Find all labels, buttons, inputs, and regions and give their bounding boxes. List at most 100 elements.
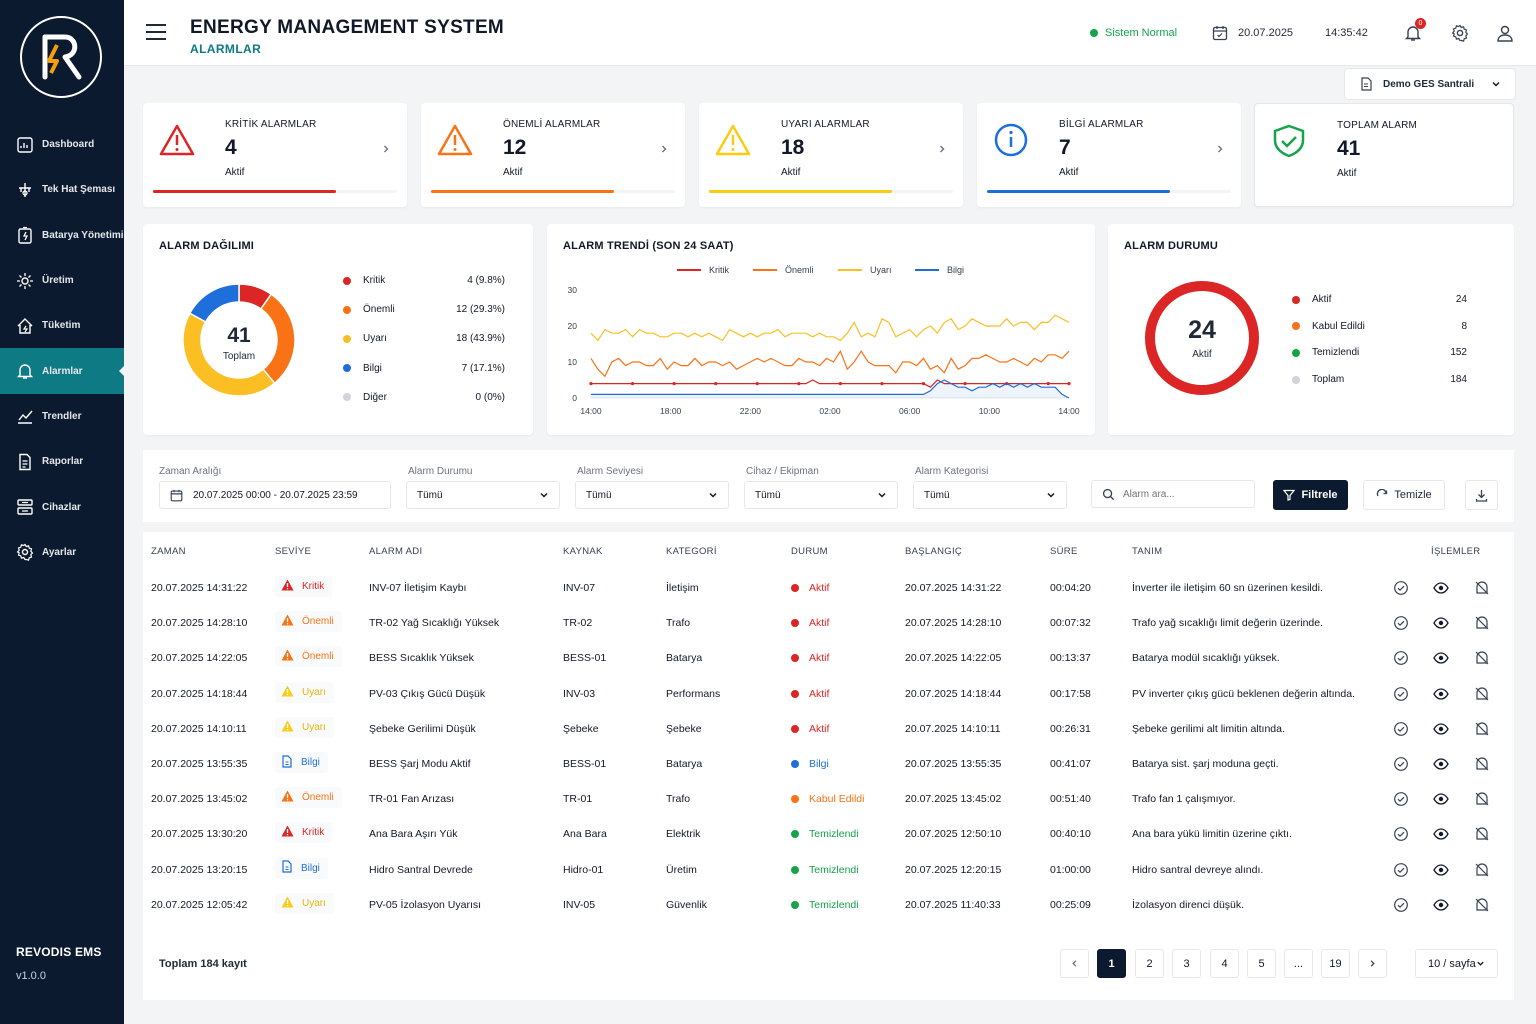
user-profile-button[interactable] — [1494, 22, 1516, 44]
brand-logo[interactable] — [20, 16, 102, 98]
clear-alarm-icon[interactable] — [1474, 650, 1490, 666]
level-filter-select[interactable]: Tümü — [575, 481, 729, 509]
page-button[interactable]: 2 — [1135, 949, 1164, 978]
clear-alarm-icon[interactable] — [1474, 686, 1490, 702]
status-legend-item: Kabul Edildi 8 — [1292, 321, 1467, 332]
kpi-critical-card[interactable]: KRİTİK ALARMLAR 4 Aktif — [143, 103, 407, 207]
status-filter-select[interactable]: Tümü — [406, 481, 560, 509]
sidebar-item-2[interactable]: Tek Hat Şeması — [0, 167, 124, 212]
sidebar-item-8[interactable]: Raporlar — [0, 439, 124, 484]
clear-alarm-icon[interactable] — [1474, 826, 1490, 842]
kpi-important-card[interactable]: ÖNEMLİ ALARMLAR 12 Aktif — [421, 103, 685, 207]
acknowledge-check-icon[interactable] — [1393, 721, 1409, 737]
column-header[interactable]: İŞLEMLER — [1431, 546, 1481, 557]
table-row[interactable]: 20.07.2025 14:28:10 Önemli TR-02 Yağ Sıcak… — [143, 606, 1514, 641]
kpi-warning-card[interactable]: UYARI ALARMLAR 18 Aktif — [699, 103, 963, 207]
hamburger-menu-icon[interactable] — [146, 24, 166, 40]
cell-duration: 00:17:58 — [1050, 687, 1091, 700]
acknowledge-check-icon[interactable] — [1393, 686, 1409, 702]
clear-alarm-icon[interactable] — [1474, 721, 1490, 737]
table-row[interactable]: 20.07.2025 13:45:02 Önemli TR-01 Fan Arıza… — [143, 782, 1514, 817]
table-row[interactable]: 20.07.2025 14:18:44 Uyarı PV-03 Çıkış Gücü… — [143, 677, 1514, 712]
view-eye-icon[interactable] — [1433, 686, 1449, 702]
page-button[interactable]: 4 — [1210, 949, 1239, 978]
table-row[interactable]: 20.07.2025 14:10:11 Uyarı Şebeke Gerilimi … — [143, 712, 1514, 747]
acknowledge-check-icon[interactable] — [1393, 862, 1409, 878]
table-row[interactable]: 20.07.2025 13:30:20 Kritik Ana Bara Aşırı … — [143, 817, 1514, 852]
column-header[interactable]: ALARM ADI — [369, 546, 423, 557]
view-eye-icon[interactable] — [1433, 862, 1449, 878]
device-filter-select[interactable]: Tümü — [744, 481, 898, 509]
sidebar-item-6[interactable]: Alarmlar — [0, 348, 125, 394]
date-range-input[interactable]: 20.07.2025 00:00 - 20.07.2025 23:59 — [159, 481, 391, 509]
column-header[interactable]: DURUM — [791, 546, 828, 557]
column-header[interactable]: KAYNAK — [563, 546, 603, 557]
page-button[interactable]: 3 — [1172, 949, 1201, 978]
table-row[interactable]: 20.07.2025 14:31:22 Kritik INV-07 İletişim… — [143, 571, 1514, 606]
acknowledge-check-icon[interactable] — [1393, 897, 1409, 913]
view-eye-icon[interactable] — [1433, 650, 1449, 666]
page-button[interactable]: 1 — [1097, 949, 1126, 978]
page-button[interactable]: 5 — [1247, 949, 1276, 978]
prev-page-button[interactable] — [1060, 949, 1089, 978]
clear-alarm-icon[interactable] — [1474, 615, 1490, 631]
column-header[interactable]: BAŞLANGIÇ — [905, 546, 963, 557]
sidebar-item-9[interactable]: Cihazlar — [0, 484, 124, 529]
settings-button[interactable] — [1449, 22, 1471, 44]
acknowledge-check-icon[interactable] — [1393, 615, 1409, 631]
clear-alarm-icon[interactable] — [1474, 580, 1490, 596]
series-point-kritik — [755, 382, 759, 386]
column-header[interactable]: SÜRE — [1050, 546, 1078, 557]
acknowledge-check-icon[interactable] — [1393, 580, 1409, 596]
acknowledge-check-icon[interactable] — [1393, 826, 1409, 842]
acknowledge-check-icon[interactable] — [1393, 791, 1409, 807]
view-eye-icon[interactable] — [1433, 826, 1449, 842]
download-button[interactable] — [1465, 480, 1498, 510]
category-filter-select[interactable]: Tümü — [913, 481, 1067, 509]
sidebar-item-5[interactable]: Tüketim — [0, 303, 124, 348]
view-eye-icon[interactable] — [1433, 721, 1449, 737]
clear-alarm-icon[interactable] — [1474, 862, 1490, 878]
page-button[interactable]: 19 — [1321, 949, 1350, 978]
clear-alarm-icon[interactable] — [1474, 897, 1490, 913]
table-row[interactable]: 20.07.2025 13:20:15 Bilgi Hidro Santral De… — [143, 853, 1514, 888]
cell-start: 20.07.2025 14:28:10 — [905, 617, 1002, 630]
cell-duration: 00:13:37 — [1050, 652, 1091, 665]
column-header[interactable]: KATEGORİ — [666, 546, 717, 557]
table-row[interactable]: 20.07.2025 12:05:42 Uyarı PV-05 İzolasyon … — [143, 888, 1514, 923]
plant-select[interactable]: Demo GES Santrali — [1344, 68, 1516, 100]
cell-alarm-name: TR-02 Yağ Sıcaklığı Yüksek — [369, 617, 500, 630]
next-page-button[interactable] — [1358, 949, 1387, 978]
filter-button[interactable]: Filtrele — [1273, 480, 1348, 510]
view-eye-icon[interactable] — [1433, 615, 1449, 631]
table-row[interactable]: 20.07.2025 14:22:05 Önemli BESS Sıcaklık Y… — [143, 641, 1514, 676]
clear-alarm-icon[interactable] — [1474, 791, 1490, 807]
severity-label: Kritik — [302, 581, 325, 592]
acknowledge-check-icon[interactable] — [1393, 650, 1409, 666]
view-eye-icon[interactable] — [1433, 756, 1449, 772]
view-eye-icon[interactable] — [1433, 897, 1449, 913]
view-eye-icon[interactable] — [1433, 791, 1449, 807]
page-size-select[interactable]: 10 / sayfa — [1415, 949, 1498, 978]
column-header[interactable]: SEVİYE — [275, 546, 312, 557]
column-header[interactable]: ZAMAN — [151, 546, 186, 557]
page-button[interactable]: ... — [1284, 949, 1313, 978]
sidebar-item-7[interactable]: Trendler — [0, 394, 124, 439]
kpi-info-card[interactable]: BİLGİ ALARMLAR 7 Aktif — [977, 103, 1241, 207]
distribution-title: ALARM DAĞILIMI — [159, 240, 255, 252]
view-eye-icon[interactable] — [1433, 580, 1449, 596]
acknowledge-check-icon[interactable] — [1393, 756, 1409, 772]
legend-label: Bilgi — [947, 265, 964, 275]
search-input[interactable] — [1123, 488, 1243, 500]
sidebar-item-4[interactable]: Üretim — [0, 258, 124, 303]
kpi-total-card[interactable]: TOPLAM ALARM 41 Aktif — [1254, 103, 1514, 207]
table-row[interactable]: 20.07.2025 13:55:35 Bilgi BESS Şarj Modu A… — [143, 747, 1514, 782]
sidebar-item-3[interactable]: Batarya Yönetimi — [0, 213, 124, 258]
search-box[interactable] — [1091, 480, 1255, 508]
clear-button[interactable]: Temizle — [1363, 480, 1445, 510]
notifications-button[interactable]: 0 — [1402, 18, 1426, 44]
clear-alarm-icon[interactable] — [1474, 756, 1490, 772]
column-header[interactable]: TANIM — [1132, 546, 1163, 557]
sidebar-item-10[interactable]: Ayarlar — [0, 530, 124, 575]
sidebar-item-1[interactable]: Dashboard — [0, 122, 124, 167]
